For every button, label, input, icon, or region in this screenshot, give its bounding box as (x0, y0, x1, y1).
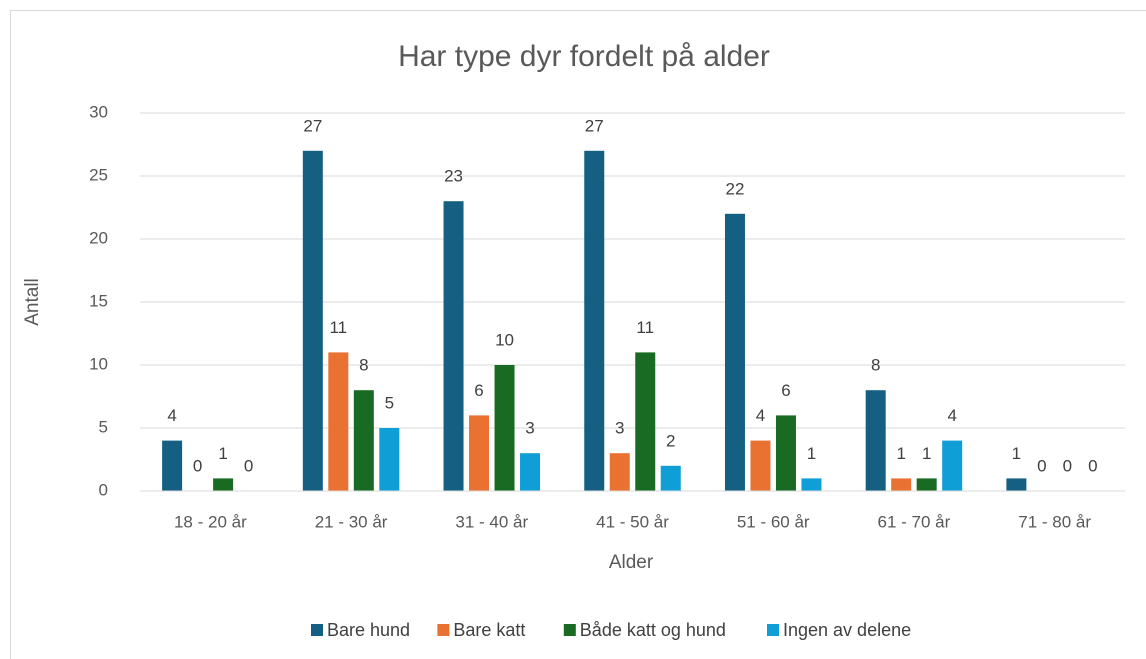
x-tick-label: 21 - 30 år (315, 512, 388, 531)
value-label: 22 (726, 179, 745, 198)
bar (328, 352, 349, 491)
bar (635, 352, 656, 491)
value-label: 2 (666, 431, 675, 450)
value-label: 6 (781, 381, 790, 400)
bar (213, 478, 234, 491)
legend-label: Ingen av delene (783, 620, 911, 640)
bar (494, 365, 515, 491)
chart-title: Har type dyr fordelt på alder (398, 40, 770, 73)
value-label: 8 (871, 356, 880, 375)
bar (302, 150, 323, 492)
y-tick-label: 15 (89, 291, 108, 310)
value-label: 3 (615, 419, 624, 438)
bar (443, 201, 464, 491)
x-tick-label: 31 - 40 år (455, 512, 528, 531)
value-label: 27 (303, 116, 322, 135)
value-label: 1 (807, 444, 816, 463)
x-tick-label: 41 - 50 år (596, 512, 669, 531)
bar (1006, 478, 1027, 491)
y-tick-label: 20 (89, 228, 108, 247)
y-tick-label: 5 (99, 417, 108, 436)
legend-swatch (563, 624, 576, 636)
value-label: 6 (474, 381, 483, 400)
value-label: 1 (1012, 444, 1021, 463)
bar (609, 453, 630, 491)
bar (660, 465, 681, 491)
value-label: 0 (1088, 456, 1097, 475)
bar (520, 453, 541, 491)
value-label: 0 (193, 456, 202, 475)
bar (750, 440, 771, 491)
value-label: 1 (218, 444, 227, 463)
bar (942, 440, 963, 491)
legend-label: Både katt og hund (580, 620, 726, 640)
legend-swatch (767, 624, 779, 636)
value-label: 10 (495, 330, 514, 349)
bar (916, 478, 937, 491)
bar (865, 390, 886, 491)
bar (891, 478, 912, 491)
bar (724, 213, 745, 492)
chart-border (10, 10, 1146, 659)
bar (775, 415, 796, 491)
value-label: 11 (329, 318, 347, 337)
value-label: 5 (385, 393, 394, 412)
x-tick-label: 18 - 20 år (174, 512, 247, 531)
value-label: 1 (922, 444, 931, 463)
y-tick-label: 30 (89, 102, 108, 121)
value-label: 4 (167, 406, 176, 425)
y-axis-title: Antall (22, 278, 43, 326)
x-tick-label: 71 - 80 år (1018, 512, 1091, 531)
value-label: 0 (1063, 456, 1072, 475)
x-axis-title: Alder (609, 552, 654, 573)
value-label: 0 (1037, 456, 1046, 475)
legend-label: Bare hund (327, 620, 410, 640)
value-label: 3 (525, 419, 534, 438)
legend-label: Bare katt (453, 620, 525, 640)
value-label: 23 (444, 167, 463, 186)
bar (379, 428, 400, 491)
y-tick-label: 0 (99, 480, 108, 499)
legend-swatch (437, 624, 450, 636)
bar (584, 150, 605, 492)
value-label: 11 (636, 318, 654, 337)
x-tick-label: 51 - 60 år (737, 512, 810, 531)
value-label: 4 (756, 406, 765, 425)
value-label: 4 (947, 406, 956, 425)
value-label: 0 (244, 456, 253, 475)
bar (801, 478, 822, 491)
y-tick-label: 25 (89, 165, 108, 184)
legend-swatch (311, 624, 323, 636)
value-label: 1 (896, 444, 905, 463)
bar (353, 390, 374, 491)
y-tick-label: 10 (89, 354, 108, 373)
bar (162, 440, 183, 491)
value-label: 8 (359, 356, 368, 375)
value-label: 27 (585, 116, 604, 135)
x-tick-label: 61 - 70 år (878, 512, 951, 531)
bar (469, 415, 490, 491)
